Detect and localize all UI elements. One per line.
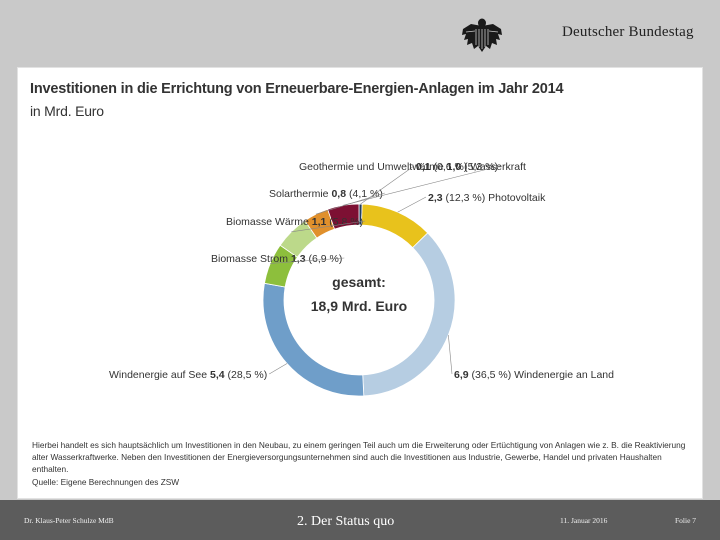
- leader-biomasse-waerme: [291, 220, 366, 233]
- organization-name: Deutscher Bundestag: [562, 24, 694, 40]
- center-label: gesamt:: [332, 274, 386, 290]
- slide-footer: Dr. Klaus-Peter Schulze MdB 2. Der Statu…: [0, 500, 720, 540]
- chart-note: Hierbei handelt es sich hauptsächlich um…: [32, 440, 686, 474]
- slice-windenergie-an-land: [362, 232, 456, 397]
- footer-date: 11. Januar 2016: [560, 516, 608, 525]
- leader-geothermie-und-umweltwaerme: [343, 165, 501, 206]
- center-total: 18,9 Mrd. Euro: [311, 298, 407, 314]
- chart-source: Quelle: Eigene Berechnungen des ZSW: [32, 477, 180, 487]
- footer-slide-number: Folie 7: [675, 516, 697, 525]
- footer-section-title: 2. Der Status quo: [297, 514, 395, 529]
- leader-windenergie-auf-see: [269, 363, 288, 375]
- label-solarthermie: Solarthermie 0,8 (4,1 %): [269, 188, 383, 200]
- footer-author: Dr. Klaus-Peter Schulze MdB: [24, 516, 114, 525]
- label-biomasse-strom: Biomasse Strom 1,3 (6,9 %): [211, 253, 342, 265]
- label-photovoltaik: 2,3 (12,3 %) Photovoltaik: [428, 192, 546, 204]
- leader-windenergie-an-land: [448, 335, 453, 375]
- chart-unit: in Mrd. Euro: [30, 103, 104, 119]
- bundestag-eagle-icon: [462, 18, 502, 52]
- chart-title: Investitionen in die Errichtung von Erne…: [30, 78, 690, 123]
- slice-photovoltaik: [361, 203, 429, 249]
- slide-header: Deutscher Bundestag: [0, 0, 720, 66]
- leader-biomasse-strom: [270, 257, 345, 264]
- label-geothermie-und-umweltwaerme: Geothermie und Umweltwärme 1,0 (5,3 %): [299, 161, 498, 173]
- chart-title-text: Investitionen in die Errichtung von Erne…: [30, 81, 564, 97]
- label-windenergie-an-land: 6,9 (36,5 %) Windenergie an Land: [454, 369, 614, 381]
- leader-photovoltaik: [397, 196, 427, 213]
- label-biomasse-waerme: Biomasse Wärme 1,1 (5,8 %): [226, 216, 363, 228]
- chart-card: Investitionen in die Errichtung von Erne…: [17, 67, 703, 499]
- label-windenergie-auf-see: Windenergie auf See 5,4 (28,5 %): [109, 369, 267, 381]
